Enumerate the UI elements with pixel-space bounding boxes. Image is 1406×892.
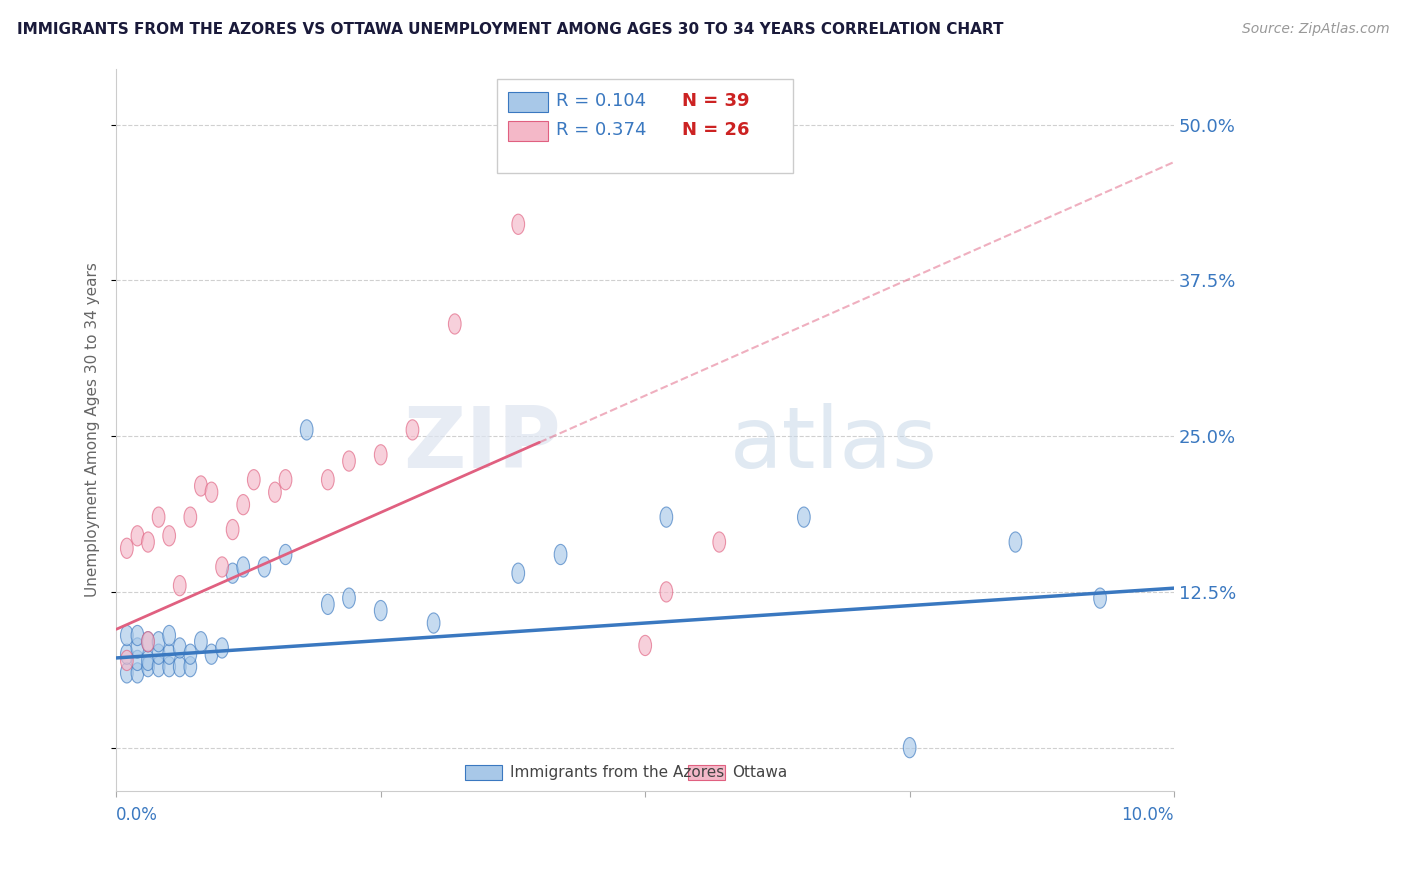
- Ellipse shape: [374, 445, 387, 465]
- FancyBboxPatch shape: [498, 79, 793, 173]
- Ellipse shape: [343, 588, 356, 608]
- Ellipse shape: [131, 625, 143, 646]
- Ellipse shape: [142, 532, 155, 552]
- Text: atlas: atlas: [730, 403, 938, 486]
- Ellipse shape: [173, 575, 186, 596]
- Text: Source: ZipAtlas.com: Source: ZipAtlas.com: [1241, 22, 1389, 37]
- Ellipse shape: [406, 420, 419, 440]
- Ellipse shape: [512, 563, 524, 583]
- Ellipse shape: [322, 469, 335, 490]
- Ellipse shape: [121, 644, 134, 665]
- Ellipse shape: [713, 532, 725, 552]
- Ellipse shape: [797, 507, 810, 527]
- Text: N = 26: N = 26: [682, 121, 749, 139]
- Text: 10.0%: 10.0%: [1122, 806, 1174, 824]
- Text: 0.0%: 0.0%: [117, 806, 157, 824]
- Ellipse shape: [226, 563, 239, 583]
- Ellipse shape: [184, 657, 197, 677]
- Ellipse shape: [152, 644, 165, 665]
- Ellipse shape: [163, 644, 176, 665]
- Ellipse shape: [131, 663, 143, 683]
- Ellipse shape: [427, 613, 440, 633]
- Ellipse shape: [1094, 588, 1107, 608]
- Ellipse shape: [131, 650, 143, 671]
- Ellipse shape: [194, 632, 207, 652]
- Ellipse shape: [131, 638, 143, 658]
- Ellipse shape: [322, 594, 335, 615]
- Ellipse shape: [215, 557, 228, 577]
- Ellipse shape: [173, 657, 186, 677]
- Text: Ottawa: Ottawa: [733, 765, 787, 780]
- Ellipse shape: [152, 632, 165, 652]
- Ellipse shape: [301, 420, 314, 440]
- Ellipse shape: [659, 582, 672, 602]
- Ellipse shape: [121, 650, 134, 671]
- Text: R = 0.104: R = 0.104: [557, 92, 647, 110]
- Ellipse shape: [205, 482, 218, 502]
- Y-axis label: Unemployment Among Ages 30 to 34 years: Unemployment Among Ages 30 to 34 years: [86, 262, 100, 598]
- Ellipse shape: [512, 214, 524, 235]
- Ellipse shape: [269, 482, 281, 502]
- Ellipse shape: [142, 632, 155, 652]
- Ellipse shape: [121, 538, 134, 558]
- Ellipse shape: [247, 469, 260, 490]
- Ellipse shape: [280, 544, 292, 565]
- Ellipse shape: [343, 451, 356, 471]
- FancyBboxPatch shape: [508, 120, 548, 141]
- Ellipse shape: [131, 525, 143, 546]
- Ellipse shape: [121, 663, 134, 683]
- Ellipse shape: [142, 657, 155, 677]
- Text: ZIP: ZIP: [402, 403, 561, 486]
- FancyBboxPatch shape: [688, 764, 724, 780]
- Ellipse shape: [280, 469, 292, 490]
- Ellipse shape: [142, 650, 155, 671]
- Ellipse shape: [152, 657, 165, 677]
- Ellipse shape: [163, 657, 176, 677]
- Ellipse shape: [163, 625, 176, 646]
- Text: N = 39: N = 39: [682, 92, 749, 110]
- Text: R = 0.374: R = 0.374: [557, 121, 647, 139]
- Ellipse shape: [659, 507, 672, 527]
- Ellipse shape: [163, 525, 176, 546]
- Ellipse shape: [236, 557, 249, 577]
- Ellipse shape: [449, 314, 461, 334]
- Ellipse shape: [259, 557, 271, 577]
- Ellipse shape: [121, 625, 134, 646]
- Ellipse shape: [142, 632, 155, 652]
- Ellipse shape: [184, 507, 197, 527]
- Text: Immigrants from the Azores: Immigrants from the Azores: [510, 765, 724, 780]
- Ellipse shape: [194, 475, 207, 496]
- Ellipse shape: [173, 638, 186, 658]
- Ellipse shape: [215, 638, 228, 658]
- Ellipse shape: [205, 644, 218, 665]
- Ellipse shape: [226, 519, 239, 540]
- Ellipse shape: [184, 644, 197, 665]
- Ellipse shape: [374, 600, 387, 621]
- FancyBboxPatch shape: [465, 764, 502, 780]
- Ellipse shape: [1010, 532, 1022, 552]
- Ellipse shape: [554, 544, 567, 565]
- FancyBboxPatch shape: [508, 92, 548, 112]
- Ellipse shape: [638, 635, 651, 656]
- Ellipse shape: [236, 494, 249, 515]
- Ellipse shape: [152, 507, 165, 527]
- Text: IMMIGRANTS FROM THE AZORES VS OTTAWA UNEMPLOYMENT AMONG AGES 30 TO 34 YEARS CORR: IMMIGRANTS FROM THE AZORES VS OTTAWA UNE…: [17, 22, 1004, 37]
- Ellipse shape: [903, 738, 915, 758]
